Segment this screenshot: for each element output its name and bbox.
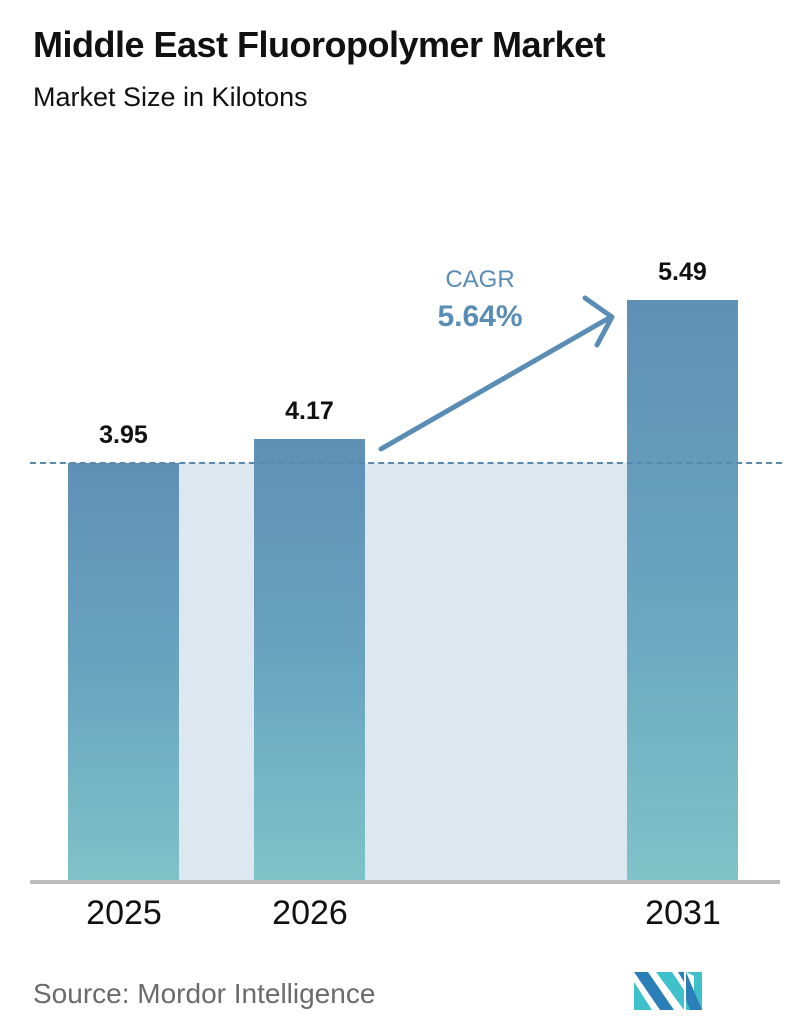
value-label-2031: 5.49 <box>658 258 707 286</box>
cagr-value: 5.64% <box>437 300 523 333</box>
bar-2026 <box>254 439 365 881</box>
x-label-2026: 2026 <box>272 894 348 932</box>
x-axis-line <box>30 880 780 884</box>
bar-2025 <box>68 463 179 881</box>
chart-subtitle: Market Size in Kilotons <box>33 82 308 112</box>
value-label-2026: 4.17 <box>285 397 334 425</box>
bar-2031 <box>627 300 738 881</box>
value-label-2025: 3.95 <box>99 421 148 449</box>
chart-title: Middle East Fluoropolymer Market <box>33 24 606 65</box>
cagr-label: CAGR <box>445 266 515 293</box>
baseline-shaded-area <box>68 463 738 881</box>
source-text: Source: Mordor Intelligence <box>33 978 376 1009</box>
x-label-2025: 2025 <box>86 894 162 932</box>
mordor-intelligence-logo-icon <box>634 972 702 1010</box>
dashed-reference-line <box>30 462 782 464</box>
x-label-2031: 2031 <box>645 894 721 932</box>
